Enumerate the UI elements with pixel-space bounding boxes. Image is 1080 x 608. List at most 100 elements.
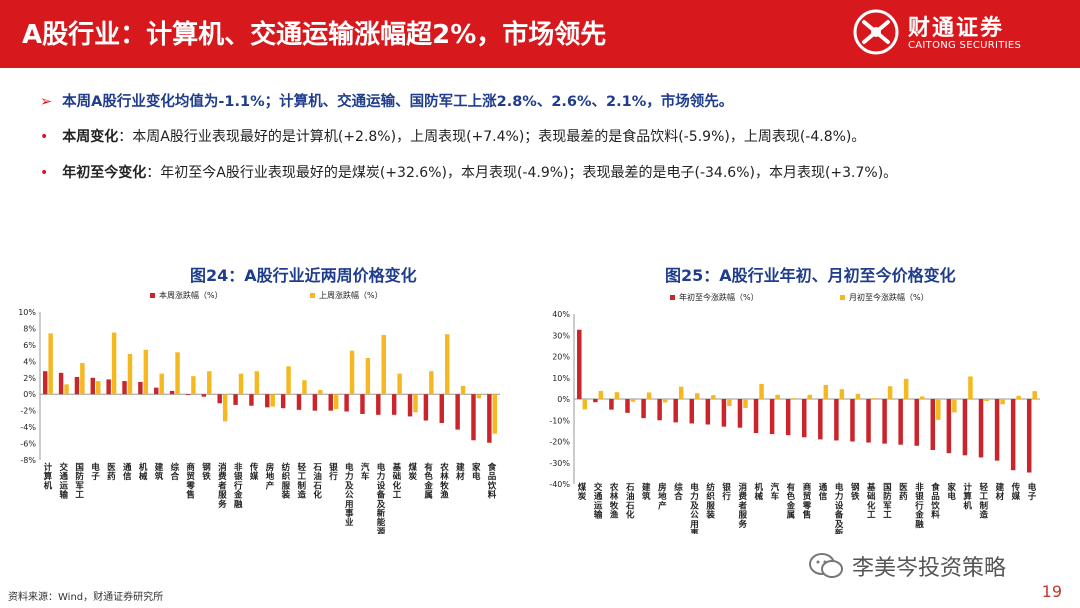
x-category-label: 综合: [673, 482, 683, 502]
bar: [222, 394, 228, 422]
bar: [296, 394, 302, 410]
bar: [678, 386, 684, 399]
bar: [625, 399, 630, 413]
bar: [111, 332, 117, 395]
bar: [391, 394, 397, 415]
bar: [423, 394, 429, 421]
x-category-label: 商贸零售: [185, 462, 195, 501]
bar: [249, 394, 254, 406]
bar: [823, 384, 829, 399]
y-tick-label: -20%: [549, 438, 570, 447]
bar: [397, 373, 402, 395]
legend-label: 月初至今涨跌幅（%）: [849, 292, 929, 302]
legend-label: 本周涨跌幅（%）: [159, 290, 223, 300]
y-tick-label: -10%: [549, 416, 570, 425]
bar: [159, 373, 164, 395]
bar: [721, 399, 727, 427]
bar: [737, 399, 743, 428]
x-category-label: 医药: [107, 463, 116, 482]
x-category-label: 电力设备及新能源: [834, 482, 844, 534]
x-category-label: 机械: [139, 462, 148, 482]
bar: [333, 394, 339, 410]
x-category-label: 电力及公用事业: [344, 462, 354, 528]
arrow-bullet-icon: ➢: [40, 94, 53, 110]
bar: [673, 399, 678, 423]
bar: [455, 394, 460, 430]
x-category-label: 石油石化: [625, 483, 635, 521]
ytd-change-bullet: • 年初至今变化：年初至今A股行业表现最好的是煤炭(+32.6%)，本月表现(-4…: [40, 162, 897, 182]
wechat-icon: [809, 553, 843, 578]
x-category-label: 消费者服务: [737, 482, 747, 530]
x-category-label: 纺织服装: [705, 482, 715, 521]
bar: [839, 389, 845, 399]
bar: [201, 394, 207, 397]
watermark: 李美岑投资策略: [808, 546, 1048, 586]
bar: [1026, 399, 1032, 473]
bar: [492, 394, 498, 434]
bar: [106, 379, 111, 395]
bar: [743, 399, 748, 408]
bar: [866, 399, 871, 443]
bar: [460, 386, 466, 395]
bar: [238, 373, 244, 395]
bar: [791, 398, 796, 399]
x-category-label: 消费者服务: [217, 462, 227, 510]
x-category-label: 钢铁: [851, 482, 860, 502]
bar: [254, 371, 260, 395]
bar: [143, 349, 149, 395]
x-category-label: 传媒: [1011, 482, 1021, 502]
bar: [695, 393, 700, 399]
bar: [376, 394, 381, 415]
bar: [265, 394, 270, 408]
bar: [711, 395, 716, 399]
bar: [1000, 399, 1005, 405]
bar: [614, 392, 620, 399]
bar: [328, 394, 333, 411]
bar: [593, 399, 598, 403]
x-category-label: 通信: [123, 462, 132, 482]
ytd-text: ：年初至今A股行业表现最好的是煤炭(+32.6%)，本月表现(-4.9%)；表现…: [146, 165, 898, 181]
y-tick-label: 0%: [23, 390, 36, 399]
bar: [270, 394, 275, 407]
bar: [413, 394, 418, 413]
y-tick-label: -6%: [20, 440, 36, 449]
bar: [898, 399, 903, 445]
x-category-label: 煤炭: [578, 482, 587, 502]
y-tick-label: 30%: [552, 331, 570, 340]
bar: [439, 394, 444, 423]
bar: [871, 398, 877, 399]
bar: [646, 392, 652, 399]
x-category-label: 基础化工: [866, 482, 876, 521]
x-category-label: 机械: [755, 482, 764, 502]
bar: [407, 394, 413, 417]
bar: [914, 399, 919, 446]
x-category-label: 建筑: [154, 462, 164, 482]
bar: [344, 394, 349, 412]
dot-bullet-icon: •: [40, 165, 49, 181]
bar: [74, 376, 80, 395]
bar: [753, 399, 759, 433]
bar: [42, 371, 48, 395]
x-category-label: 商贸零售: [802, 482, 812, 521]
bar: [802, 399, 807, 438]
x-category-label: 计算机: [963, 482, 972, 511]
x-category-label: 电力设备及新能源: [376, 462, 386, 534]
x-category-label: 银行: [328, 462, 338, 482]
y-tick-label: 20%: [552, 353, 570, 362]
x-category-label: 电子: [1028, 482, 1037, 502]
x-category-label: 国防军工: [75, 462, 84, 501]
bar: [138, 381, 143, 395]
company-logo: 财通证券 CAITONG SECURITIES: [852, 6, 1052, 62]
bar: [882, 399, 887, 444]
y-tick-label: 40%: [552, 310, 570, 319]
bar: [705, 399, 711, 425]
bar: [127, 353, 133, 395]
bar: [365, 358, 371, 395]
x-category-label: 有色金属: [423, 462, 433, 501]
bar: [381, 335, 386, 395]
chart25-title: 图25：A股行业年初、月初至今价格变化: [665, 266, 956, 285]
summary-text: 本周A股行业变化均值为-1.1%；计算机、交通运输、国防军工上涨2.8%、2.6…: [62, 94, 734, 110]
bar: [978, 399, 984, 458]
bar: [58, 372, 64, 395]
x-category-label: 建材: [455, 462, 465, 482]
